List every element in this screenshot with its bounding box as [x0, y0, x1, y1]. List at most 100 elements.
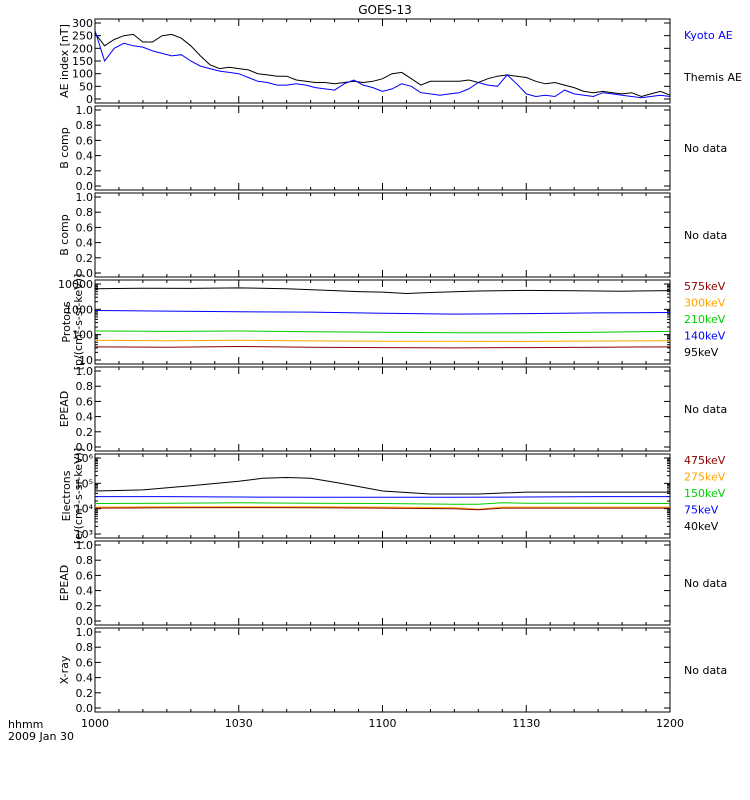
series-line-475kev [94, 507, 670, 511]
y-tick-label: 1.0 [76, 104, 94, 117]
legend-entry: 40keV [684, 520, 719, 533]
footer-date: 2009 Jan 30 [8, 730, 74, 743]
y-tick-label: 0.8 [76, 380, 94, 393]
no-data-label: No data [684, 664, 727, 677]
y-tick-label: 0.0 [76, 615, 94, 628]
legend-entry: 475keV [684, 454, 726, 467]
y-tick-label: 200 [72, 42, 93, 55]
y-tick-label: 1.0 [76, 365, 94, 378]
legend-entry: 275keV [684, 471, 726, 484]
series-line-40kev [94, 476, 670, 495]
x-tick-label: 1130 [512, 717, 540, 730]
panel-frame [94, 627, 671, 713]
panel-4: 10 100 1000 10000 Protons [p/(cm²-s-sr-keV)] 5… [58, 274, 726, 371]
panel-3: 0.0 0.2 0.4 0.6 0.8 1.0 B comp No data [58, 191, 727, 280]
series-line-95kev [94, 287, 671, 295]
y-tick-label: 250 [72, 30, 93, 43]
y-tick-label: 0.2 [76, 687, 94, 700]
y-tick-label: 0.0 [76, 267, 94, 280]
y-tick-label: 0.4 [76, 150, 94, 163]
series-line-75kev [95, 496, 670, 498]
y-axis-label: B comp [58, 127, 71, 169]
y-tick-label: 0.6 [76, 395, 94, 408]
panel-frame [94, 453, 671, 539]
y-tick-label: 0.2 [76, 600, 94, 613]
y-tick-label: 0.6 [76, 221, 94, 234]
legend-entry: Themis AE [683, 71, 742, 84]
series-line-kyoto-ae [94, 30, 671, 99]
y-tick-label: 0.8 [76, 119, 94, 132]
y-tick-label: 10000 [58, 278, 93, 291]
series-line-210kev [94, 330, 671, 334]
panel-frame [94, 540, 671, 626]
y-axis-unit-label: [e/(cm²-s-sr-keV)] [72, 448, 85, 544]
y-tick-label: 10⁵ [75, 477, 93, 490]
y-tick-label: 10 [79, 354, 93, 367]
y-tick-label: 0.8 [76, 641, 94, 654]
y-axis-label: Electrons [60, 470, 73, 521]
y-tick-label: 0.0 [76, 180, 94, 193]
y-tick-label: 0.8 [76, 554, 94, 567]
legend-entry: 575keV [684, 280, 726, 293]
series-line-275kev [94, 506, 670, 510]
no-data-label: No data [684, 577, 727, 590]
panel-2: 0.0 0.2 0.4 0.6 0.8 1.0 B comp No data [58, 104, 727, 193]
legend-entry: Kyoto AE [684, 29, 733, 42]
y-tick-label: 0.4 [76, 237, 94, 250]
panel-frame [94, 105, 671, 191]
legend-entry: 300keV [684, 297, 726, 310]
y-tick-label: 1.0 [76, 539, 94, 552]
y-tick-label: 0.4 [76, 672, 94, 685]
y-tick-label: 10⁴ [75, 503, 94, 516]
y-tick-label: 100 [72, 329, 93, 342]
y-tick-label: 50 [79, 80, 93, 93]
series-line-themis-ae [94, 32, 671, 98]
y-tick-label: 0.4 [76, 585, 94, 598]
y-tick-label: 0.0 [76, 441, 94, 454]
x-tick-label: 1100 [369, 717, 397, 730]
figure-title: GOES-13 [358, 3, 412, 17]
y-tick-label: 300 [72, 17, 93, 30]
y-tick-label: 1000 [65, 303, 93, 316]
x-tick-label: 1000 [81, 717, 109, 730]
legend-entry: 210keV [684, 313, 726, 326]
y-tick-label: 0.6 [76, 656, 94, 669]
legend-entry: 75keV [684, 504, 719, 517]
y-tick-label: 10⁶ [75, 452, 94, 465]
series-line-140kev [94, 310, 671, 315]
y-tick-label: 0.4 [76, 411, 94, 424]
y-tick-label: 0.2 [76, 252, 94, 265]
legend-entry: 150keV [684, 487, 726, 500]
panel-5: 0.0 0.2 0.4 0.6 0.8 1.0 EPEAD No data [58, 365, 727, 454]
y-tick-label: 0.6 [76, 134, 94, 147]
panel-frame [94, 366, 671, 452]
y-tick-label: 0.0 [76, 702, 94, 715]
y-tick-label: 10³ [75, 528, 93, 541]
y-tick-label: 100 [72, 68, 93, 81]
panel-frame [94, 18, 671, 104]
y-axis-label: EPEAD [58, 565, 71, 602]
y-axis-label: B comp [58, 214, 71, 256]
y-axis-label: AE index [nT] [58, 24, 71, 98]
legend-entry: 140keV [684, 330, 726, 343]
footer-time-unit: hhmm [8, 718, 43, 731]
y-tick-label: 0.2 [76, 165, 94, 178]
series-line-575kev [94, 345, 671, 349]
y-axis-unit-label: [p/(cm²-s-sr-keV)] [72, 274, 85, 371]
no-data-label: No data [684, 229, 727, 242]
y-tick-label: 0 [86, 93, 93, 106]
y-tick-label: 0.8 [76, 206, 94, 219]
y-axis-label: X-ray [58, 655, 71, 684]
y-axis-label: EPEAD [58, 391, 71, 428]
x-tick-label: 1030 [225, 717, 253, 730]
no-data-label: No data [684, 142, 727, 155]
y-tick-label: 1.0 [76, 626, 94, 639]
series-line-300kev [94, 339, 671, 342]
y-tick-label: 0.6 [76, 569, 94, 582]
series-line-150kev [94, 502, 671, 505]
panel-8: 0.0 0.2 0.4 0.6 0.8 1.0 X-ray No data [58, 626, 727, 715]
legend-entry: 95keV [684, 346, 719, 359]
